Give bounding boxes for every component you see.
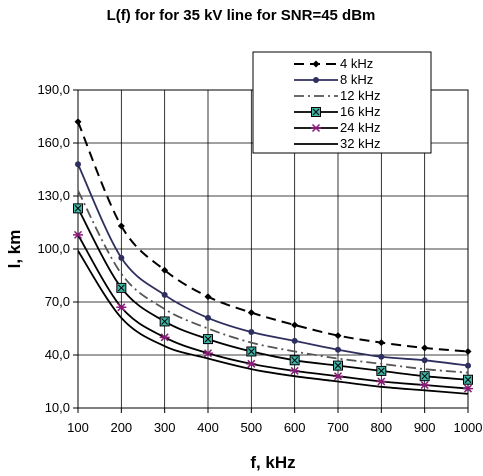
data-point-marker bbox=[75, 118, 82, 125]
data-point-marker bbox=[291, 321, 298, 328]
y-axis-label: l, km bbox=[5, 230, 24, 269]
data-point-marker bbox=[465, 363, 471, 369]
legend-label: 32 kHz bbox=[340, 136, 380, 151]
y-tick-label: 130,0 bbox=[37, 188, 70, 203]
series-8-khz bbox=[75, 161, 471, 368]
series-line bbox=[78, 122, 468, 352]
data-point-marker bbox=[162, 292, 168, 298]
legend-label: 4 kHz bbox=[340, 56, 373, 71]
x-axis-ticks: 100 200 300 400 500 600 700 800 900 1000 bbox=[67, 408, 482, 435]
x-tick-label: 800 bbox=[370, 420, 392, 435]
x-tick-label: 400 bbox=[197, 420, 219, 435]
series-line bbox=[78, 164, 468, 365]
chart-title: L(f) for for 35 kV line for SNR=45 dBm bbox=[107, 7, 376, 24]
data-point-marker bbox=[248, 329, 254, 335]
x-tick-label: 1000 bbox=[454, 420, 483, 435]
data-point-marker bbox=[75, 161, 81, 167]
y-tick-label: 190,0 bbox=[37, 82, 70, 97]
x-tick-label: 600 bbox=[284, 420, 306, 435]
data-point-marker bbox=[205, 293, 212, 300]
y-tick-label: 70,0 bbox=[45, 294, 70, 309]
data-point-marker bbox=[378, 354, 384, 360]
data-point-marker bbox=[292, 338, 298, 344]
data-point-marker bbox=[335, 332, 342, 339]
x-tick-label: 100 bbox=[67, 420, 89, 435]
legend-label: 12 kHz bbox=[340, 88, 380, 103]
data-point-marker bbox=[421, 344, 428, 351]
data-point-marker bbox=[335, 347, 341, 353]
legend-label: 16 kHz bbox=[340, 104, 380, 119]
x-tick-label: 900 bbox=[414, 420, 436, 435]
y-tick-label: 10,0 bbox=[45, 400, 70, 415]
data-point-marker bbox=[248, 309, 255, 316]
y-tick-label: 100,0 bbox=[37, 241, 70, 256]
x-axis-label: f, kHz bbox=[250, 453, 295, 472]
series-line bbox=[78, 208, 468, 379]
x-tick-label: 300 bbox=[154, 420, 176, 435]
data-point-marker bbox=[465, 348, 472, 355]
y-tick-label: 40,0 bbox=[45, 347, 70, 362]
legend-label: 24 kHz bbox=[340, 120, 380, 135]
series-16-khz bbox=[74, 204, 473, 384]
data-point-marker bbox=[118, 255, 124, 261]
x-tick-label: 700 bbox=[327, 420, 349, 435]
data-point-marker bbox=[205, 315, 211, 321]
data-point-marker bbox=[313, 77, 319, 83]
y-tick-label: 160,0 bbox=[37, 135, 70, 150]
legend-label: 8 kHz bbox=[340, 72, 373, 87]
y-axis-ticks: 10,0 40,0 70,0 100,0 130,0 160,0 190,0 bbox=[37, 82, 78, 415]
x-tick-label: 500 bbox=[240, 420, 262, 435]
x-tick-label: 200 bbox=[110, 420, 132, 435]
series-line bbox=[78, 235, 468, 389]
data-point-marker bbox=[422, 357, 428, 363]
series-layer bbox=[73, 118, 473, 394]
data-point-marker bbox=[378, 339, 385, 346]
